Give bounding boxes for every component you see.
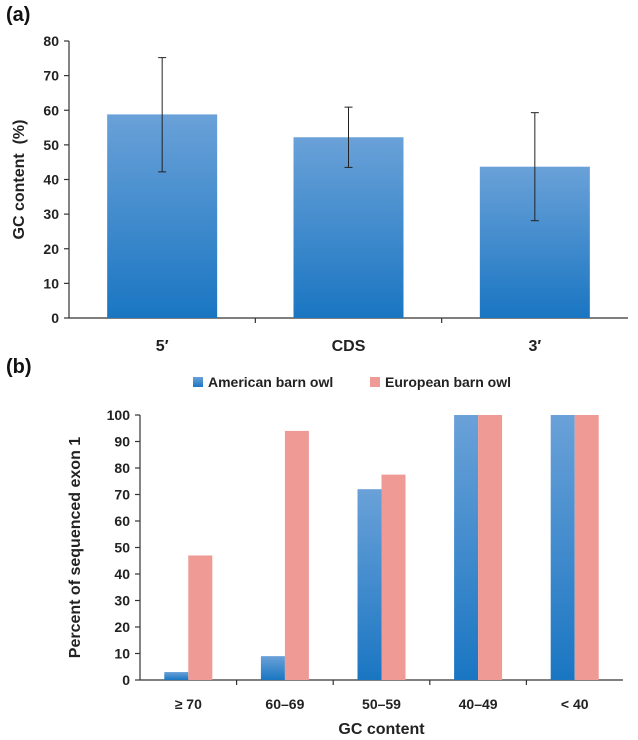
x-tick-label: 50–59 [362,696,401,712]
legend-swatch [370,377,380,387]
bar-european [381,474,406,680]
y-tick-label: 80 [114,460,130,476]
y-tick-label: 0 [51,310,59,326]
x-tick-label: 3′ [528,338,541,355]
bar-american [260,656,285,680]
bar-american [357,489,382,680]
x-tick-label: 5′ [156,338,169,355]
y-tick-label: 40 [114,566,130,582]
x-axis-label: GC content [338,721,425,738]
y-tick-label: 70 [43,68,59,84]
x-tick-label: 40–49 [459,696,498,712]
y-tick-label: 70 [114,487,130,503]
y-tick-label: 0 [122,672,130,688]
y-tick-label: 30 [43,206,59,222]
y-tick-label: 100 [107,407,131,423]
y-tick-label: 60 [43,102,59,118]
y-tick-label: 30 [114,593,130,609]
y-tick-label: 50 [114,540,130,556]
x-tick-label: CDS [332,338,366,355]
y-tick-label: 60 [114,513,130,529]
legend-label: American barn owl [208,374,333,390]
x-tick-label: 60–69 [265,696,304,712]
bar-european [574,415,599,680]
y-tick-label: 40 [43,172,59,188]
bar-european [284,430,309,680]
y-tick-label: 20 [43,241,59,257]
bar-american [550,415,575,680]
bar-european [478,415,503,680]
y-tick-label: 90 [114,434,130,450]
y-axis-label: GC content (%) [11,120,28,240]
y-tick-label: 50 [43,137,59,153]
y-tick-label: 20 [114,619,130,635]
chart-panel-b: 0 10 20 30 40 50 60 70 80 90 100 ≥ 70 60–69 50–59 40–4… [67,374,623,738]
legend-swatch [193,377,203,387]
legend-label: European barn owl [385,374,511,390]
bar-american [164,672,189,680]
y-tick-label: 10 [114,646,130,662]
x-tick-label: ≥ 70 [175,696,202,712]
legend: American barn owl European barn owl [193,374,511,390]
x-tick-label: < 40 [561,696,589,712]
y-tick-label: 80 [43,33,59,49]
panel-label-b: (b) [6,356,32,378]
chart-panel-a: 0 10 20 30 40 50 60 70 80 5′ CDS 3′ GC content (%) [11,33,628,355]
panel-label-a: (a) [6,4,31,26]
bar-american [454,415,479,680]
bar-european [188,555,213,680]
y-axis-label: Percent of sequenced exon 1 [67,437,84,659]
y-tick-label: 10 [43,275,59,291]
